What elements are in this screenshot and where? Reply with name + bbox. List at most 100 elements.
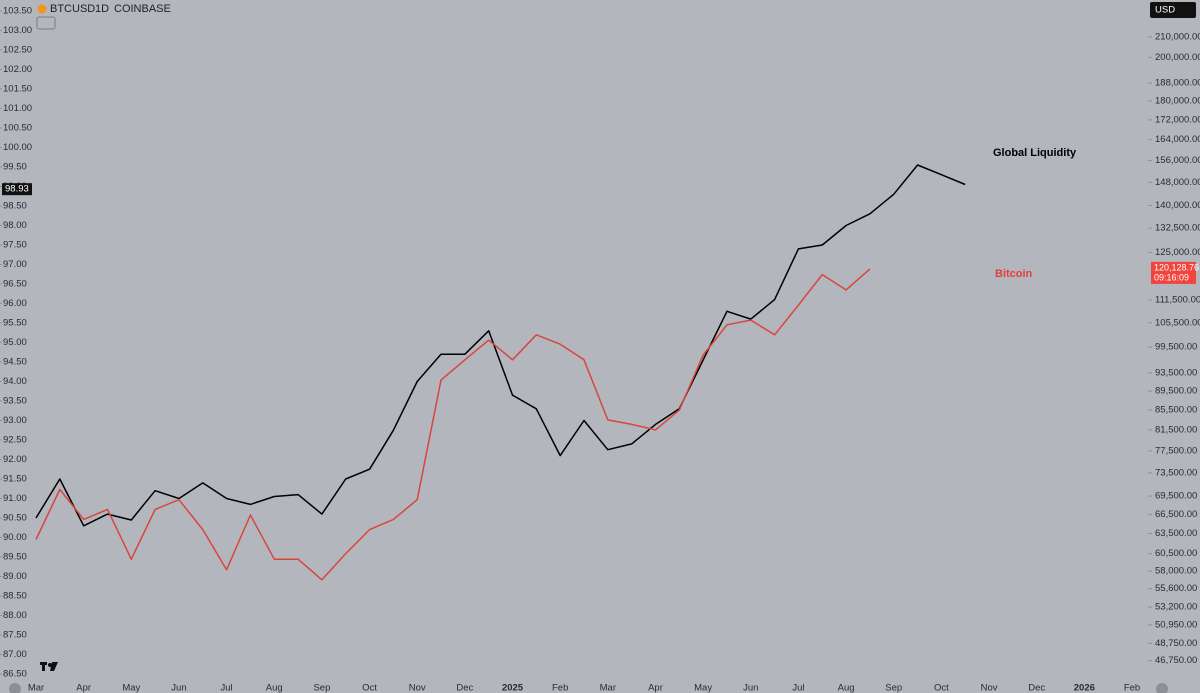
series-line (35, 164, 966, 527)
y2-tick-label: 66,500.00 (1155, 509, 1197, 520)
y-tick-label: 86.50 (3, 669, 27, 680)
x-tick-label: Jul (792, 683, 804, 693)
y-tick-label: 87.50 (3, 630, 27, 641)
series-line (35, 268, 871, 581)
currency[interactable]: USD (1155, 5, 1175, 16)
y-tick-label: 97.50 (3, 239, 27, 250)
y-tick-label: 89.50 (3, 552, 27, 563)
y2-tick-label: 125,000.00 (1155, 247, 1200, 258)
x-tick-label: Jun (743, 683, 758, 693)
x-tick-label: Nov (409, 683, 426, 693)
collapse-button[interactable] (36, 16, 56, 30)
y2-tick-label: 50,950.00 (1155, 619, 1197, 630)
annotation: Bitcoin (995, 268, 1033, 280)
y2-tick-label: 99,500.00 (1155, 342, 1197, 353)
x-tick-label: Oct (934, 683, 949, 693)
y2-tick-label: 63,500.00 (1155, 528, 1197, 539)
y2-tick-label: 180,000.00 (1155, 96, 1200, 107)
y2-tick-label: 58,000.00 (1155, 566, 1197, 577)
y2-tick-label: 77,500.00 (1155, 445, 1197, 456)
y-tick-label: 101.00 (3, 103, 32, 114)
x-tick-label: 2025 (502, 683, 524, 693)
y-tick-label: 91.00 (3, 493, 27, 504)
x-tick-label: Dec (456, 683, 473, 693)
exchange: COINBASE (114, 3, 171, 15)
y-tick-label: 101.50 (3, 83, 32, 94)
x-tick-label: Apr (76, 683, 91, 693)
y2-tick-label: 140,000.00 (1155, 200, 1200, 211)
y2-tick-label: 200,000.00 (1155, 52, 1200, 63)
y-tick-label: 102.00 (3, 64, 32, 75)
y-tick-label: 92.50 (3, 435, 27, 446)
y2-tick-label: 46,750.00 (1155, 655, 1197, 666)
y2-tick-label: 148,000.00 (1155, 177, 1200, 188)
x-tick-label: Feb (552, 683, 568, 693)
y2-tick-label: 60,500.00 (1155, 548, 1197, 559)
x-tick-label: Jun (171, 683, 186, 693)
last-price-box (1151, 261, 1196, 284)
btc-icon (37, 4, 47, 14)
x-tick-label: Mar (28, 683, 44, 693)
y-tick-label: 93.50 (3, 396, 27, 407)
y-tick-label: 94.00 (3, 376, 27, 387)
x-tick-label: May (122, 683, 140, 693)
y2-tick-label: 85,500.00 (1155, 405, 1197, 416)
x-tick-label: Aug (266, 683, 283, 693)
x-tick-label: Nov (981, 683, 998, 693)
y2-tick-label: 210,000.00 (1155, 32, 1200, 43)
y-tick-label: 97.00 (3, 259, 27, 270)
y-tick-label: 94.50 (3, 356, 27, 367)
y-tick-label: 90.50 (3, 513, 27, 524)
y-tick-label: 103.00 (3, 25, 32, 36)
y2-tick-label: 188,000.00 (1155, 77, 1200, 88)
x-tick-label: Dec (1028, 683, 1045, 693)
interval: 1D (95, 3, 109, 15)
y-tick-label: 95.00 (3, 337, 27, 348)
y-tick-label: 88.00 (3, 610, 27, 621)
y2-tick-label: 81,500.00 (1155, 424, 1197, 435)
y-tick-label: 92.00 (3, 454, 27, 465)
y-tick-label: 98.50 (3, 200, 27, 211)
scroll-left[interactable] (9, 683, 21, 693)
x-tick-label: Aug (838, 683, 855, 693)
annotation: Global Liquidity (993, 147, 1077, 159)
y2-tick-label: 132,500.00 (1155, 223, 1200, 234)
y-tick-label: 87.00 (3, 649, 27, 660)
y2-tick-label: 89,500.00 (1155, 386, 1197, 397)
y-tick-label: 100.00 (3, 142, 32, 153)
x-tick-label: Jul (221, 683, 233, 693)
currency-button[interactable] (1150, 2, 1196, 18)
x-tick-label: Sep (313, 683, 330, 693)
y-tick-label: 95.50 (3, 317, 27, 328)
y-tick-label: 90.00 (3, 532, 27, 543)
last-price: 120,128.76 (1154, 262, 1199, 272)
x-tick-label: May (694, 683, 712, 693)
y-tick-label: 98.00 (3, 220, 27, 231)
y-tick-label: 91.50 (3, 474, 27, 485)
y-tick-label: 100.50 (3, 122, 32, 133)
last-value: 98.93 (5, 184, 29, 195)
y2-tick-label: 69,500.00 (1155, 491, 1197, 502)
scroll-right[interactable] (1156, 683, 1168, 693)
y2-tick-label: 48,750.00 (1155, 638, 1197, 649)
x-tick-label: Apr (648, 683, 663, 693)
y-tick-label: 88.50 (3, 591, 27, 602)
y-tick-label: 93.00 (3, 415, 27, 426)
y2-tick-label: 93,500.00 (1155, 367, 1197, 378)
x-tick-label: Mar (600, 683, 616, 693)
y2-tick-label: 105,500.00 (1155, 317, 1200, 328)
symbol: BTCUSD (50, 3, 95, 15)
last-value-box (2, 183, 32, 196)
y2-tick-label: 172,000.00 (1155, 114, 1200, 125)
x-tick-label: Sep (885, 683, 902, 693)
y2-tick-label: 73,500.00 (1155, 467, 1197, 478)
y2-tick-label: 164,000.00 (1155, 134, 1200, 145)
y-tick-label: 89.00 (3, 571, 27, 582)
y2-tick-label: 55,600.00 (1155, 583, 1197, 594)
y2-tick-label: 156,000.00 (1155, 155, 1200, 166)
tv-logo (40, 662, 58, 671)
y-tick-label: 102.50 (3, 44, 32, 55)
y-tick-label: 96.50 (3, 278, 27, 289)
